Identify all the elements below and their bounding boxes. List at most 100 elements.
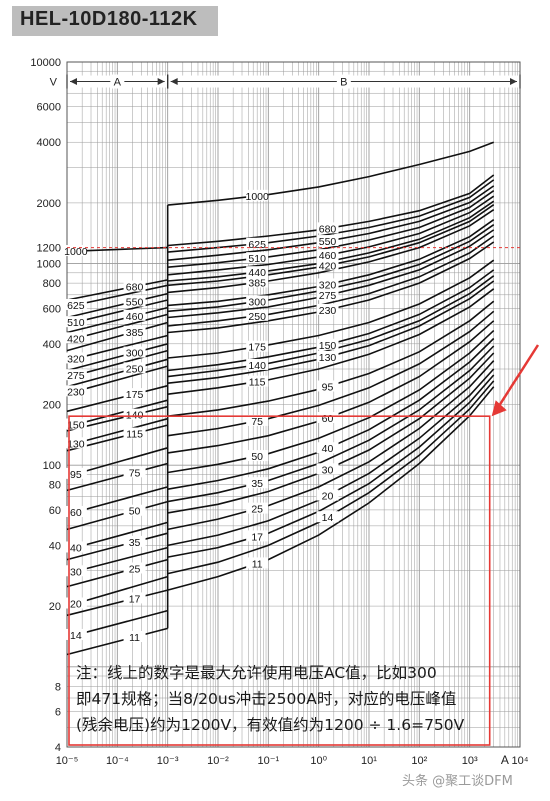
region-a-curve — [66, 279, 168, 301]
curve-label: 1000 — [245, 191, 269, 203]
curve-label: 625 — [67, 300, 85, 312]
curve-label-bg — [123, 592, 146, 604]
y-tick-label: 6 — [55, 707, 61, 719]
highlight-overlay — [67, 247, 540, 746]
region-b-curve — [167, 204, 495, 287]
curve-label-bg — [246, 358, 269, 370]
region-a-curve — [66, 321, 168, 352]
curve-label-bg — [123, 631, 146, 643]
curve-label-bg — [246, 295, 269, 307]
region-a-label: 385 — [123, 325, 146, 339]
curve-label: 130 — [319, 352, 337, 364]
region-b-label: 95 — [316, 380, 339, 393]
region-a-label: 250 — [123, 362, 146, 375]
curve-label: 75 — [129, 467, 141, 479]
region-b-curve — [167, 219, 495, 307]
curve-label-bg — [246, 375, 269, 387]
region-b-label: 17 — [246, 530, 269, 543]
curve-label-bg — [123, 346, 146, 358]
curve-label-bg — [64, 385, 87, 397]
curve-label: 11 — [129, 632, 140, 644]
curve-label: 420 — [67, 333, 85, 345]
curve-label-bg — [123, 466, 146, 478]
curve-label-bg — [316, 259, 339, 271]
curve-label: 11 — [252, 558, 263, 570]
curve-label-bg — [64, 565, 87, 577]
region-label: B — [340, 77, 347, 89]
curve-label-bg — [64, 541, 87, 553]
region-a-label: 625 — [64, 298, 87, 312]
curve-label: 230 — [67, 386, 85, 398]
curve-label: 460 — [126, 311, 144, 323]
curve-label-bg — [316, 249, 339, 261]
region-label-bg — [110, 74, 125, 89]
curve-label-bg — [64, 352, 87, 364]
region-b-curve — [167, 275, 495, 378]
curve-label-bg — [123, 408, 146, 420]
y-tick-label: 40 — [49, 540, 61, 552]
region-a-curve — [66, 358, 168, 388]
region-a-label: 50 — [123, 504, 146, 518]
curve-label: 14 — [322, 512, 334, 524]
curve-label-bg — [246, 502, 269, 514]
region-a-curve — [66, 558, 168, 588]
curve-label: 130 — [67, 438, 85, 450]
region-b-curve — [167, 345, 495, 503]
grid-lines — [66, 61, 521, 748]
curve-label: 385 — [126, 327, 144, 339]
highlight-arrow-shaft — [492, 344, 540, 415]
region-b-label: 75 — [246, 414, 269, 428]
region-b-curve — [167, 179, 495, 253]
region-a-label: 275 — [64, 369, 87, 382]
curve-label: 30 — [70, 566, 82, 578]
curve-label: 40 — [70, 542, 82, 554]
curve-label-bg — [64, 369, 87, 381]
curve-label-bg — [123, 362, 146, 374]
curve-label: 25 — [129, 563, 141, 575]
curve-label: 20 — [70, 598, 82, 610]
curve-label-bg — [316, 511, 339, 523]
curve-label-bg — [316, 289, 339, 301]
region-b-curve — [167, 330, 495, 474]
curve-label-bg — [123, 280, 146, 292]
region-arrow-right — [510, 78, 517, 86]
region-b-label: 130 — [316, 350, 339, 364]
curve-label: 420 — [319, 260, 337, 272]
region-a-curve — [66, 627, 168, 656]
curve-label-bg — [316, 442, 339, 454]
curve-label: 60 — [322, 413, 334, 425]
region-b-curve — [167, 229, 495, 319]
region-b-curve — [167, 200, 495, 282]
y-tick-label: 200 — [43, 400, 61, 412]
region-a-label: 11 — [123, 631, 146, 644]
region-b-label: 460 — [316, 249, 339, 262]
highlight-box — [68, 415, 491, 746]
region-arrow-right — [157, 78, 165, 86]
region-a-label: 320 — [64, 352, 87, 365]
region-b-label: 625 — [246, 237, 269, 251]
region-b-label: 60 — [316, 411, 339, 425]
curve-label-bg — [316, 350, 339, 362]
region-a-label: 1000 — [64, 245, 88, 258]
highlight-arrow-head — [491, 400, 507, 417]
note-line-1: 注：线上的数字是最大允许使用电压AC值，比如300 — [76, 664, 437, 682]
region-b-curve — [167, 259, 495, 359]
x-tick-label: 10⁻³ — [157, 755, 179, 767]
curve-label: 75 — [251, 416, 263, 428]
region-b-label: 35 — [246, 477, 269, 490]
region-a-curve — [66, 462, 168, 492]
region-a-label: 25 — [123, 562, 146, 575]
curve-label: 300 — [248, 297, 266, 309]
curve-label-bg — [246, 252, 269, 264]
curve-label: 250 — [248, 311, 266, 323]
curve-label: 60 — [70, 507, 82, 519]
plot-frame — [66, 61, 521, 748]
region-a-label: 130 — [64, 437, 87, 450]
region-b-label: 1000 — [245, 189, 269, 203]
region-a-label: 35 — [123, 535, 146, 549]
region-b-curve — [167, 288, 495, 395]
region-b-label: 420 — [316, 259, 339, 272]
curve-label-bg — [123, 504, 146, 516]
y-axis-label: V — [50, 77, 58, 89]
curve-label: 140 — [248, 360, 266, 372]
